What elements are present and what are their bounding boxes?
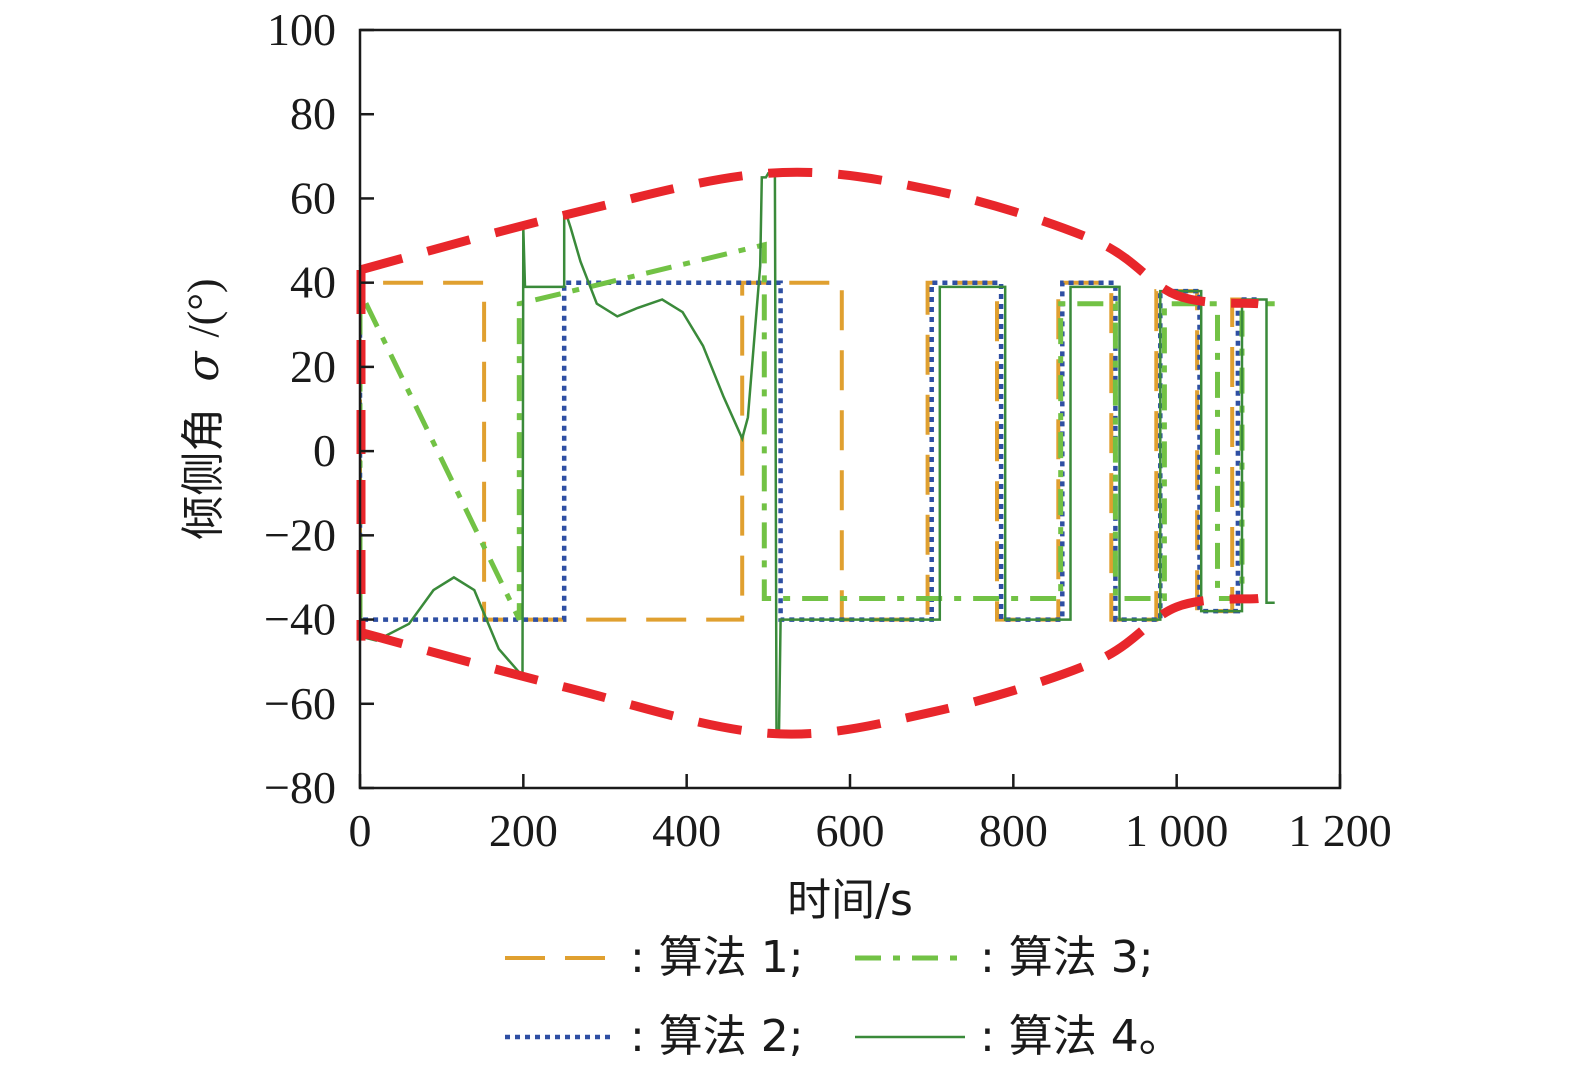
- y-tick-label: −60: [264, 678, 336, 729]
- legend-label-algorithm-2: : 算法 2;: [630, 1011, 804, 1062]
- y-tick-label: 40: [290, 257, 336, 308]
- series-layer: [360, 171, 1275, 735]
- y-tick-label: 0: [313, 425, 336, 476]
- y-axis-title: 倾侧角 σ /(°): [178, 278, 229, 539]
- x-tick-label: 200: [489, 805, 558, 856]
- series-line-algorithm-4: [360, 171, 1275, 735]
- y-axis-title-symbol: σ: [178, 350, 229, 382]
- y-tick-label: −80: [264, 762, 336, 813]
- y-tick-label: 60: [290, 172, 336, 223]
- series-line-algorithm-2: [360, 280, 1259, 622]
- x-tick-label: 600: [816, 805, 885, 856]
- x-axis: 0 200 400 600 800 1 000 1 200: [349, 774, 1392, 856]
- legend-label-algorithm-4: : 算法 4。: [980, 1011, 1183, 1062]
- y-axis-title-text: 倾侧角: [178, 408, 229, 540]
- legend: : 算法 1; : 算法 2; : 算法 3; : 算法 4。: [505, 932, 1183, 1062]
- y-axis: −80 −60 −40 −20 0 20 40 60 80 100: [264, 4, 374, 813]
- y-tick-label: −40: [264, 594, 336, 645]
- y-tick-label: −20: [264, 509, 336, 560]
- x-tick-label: 1 200: [1288, 805, 1392, 856]
- x-tick-label: 1 000: [1125, 805, 1229, 856]
- lower-bound-line: [358, 594, 1259, 739]
- series-line-algorithm-1: [360, 280, 1259, 622]
- x-axis-title: 时间/s: [787, 875, 913, 926]
- x-tick-label: 400: [652, 805, 721, 856]
- y-tick-label: 20: [290, 341, 336, 392]
- x-tick-label: 800: [979, 805, 1048, 856]
- y-tick-label: 100: [267, 4, 336, 55]
- x-tick-label: 0: [349, 805, 372, 856]
- bounds-layer: [356, 167, 1259, 739]
- series-line-algorithm-3: [360, 241, 1275, 621]
- svg-text:倾侧角 σ /(°): 倾侧角 σ /(°): [178, 278, 229, 539]
- y-axis-title-unit: /(°): [179, 278, 228, 337]
- legend-label-algorithm-3: : 算法 3;: [980, 932, 1154, 983]
- y-tick-label: 80: [290, 88, 336, 139]
- legend-label-algorithm-1: : 算法 1;: [630, 932, 804, 983]
